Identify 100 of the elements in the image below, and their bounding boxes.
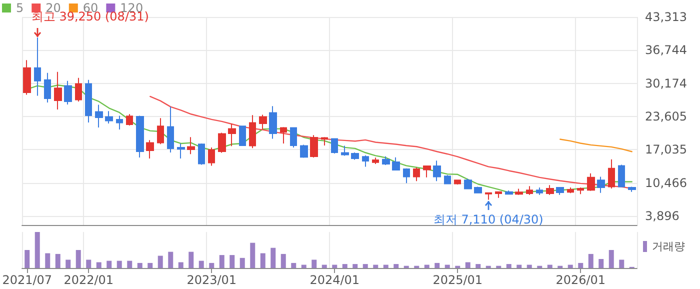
bar [568,264,573,268]
bar [116,260,122,268]
candlestick [464,178,472,190]
bar [578,262,584,268]
bar [301,264,306,268]
bar [291,262,296,268]
candlestick [310,134,318,158]
bar [465,262,470,268]
candlestick [536,186,543,196]
bar [66,260,71,268]
candlestick [413,166,420,182]
bar [608,250,614,268]
bar [383,264,388,268]
candlestick [208,146,215,166]
candlestick [259,114,267,130]
candlestick [34,37,41,96]
bar [168,252,174,268]
candlestick [597,176,605,194]
x-tick-label: 2022/01 [64,273,114,287]
bar [280,254,286,268]
bar [219,255,224,268]
bar [352,264,358,268]
bar [55,254,60,268]
candlestick [454,180,461,185]
bar [506,264,512,268]
x-tick-label: 2025/01 [432,273,483,287]
bar [209,262,214,268]
candlestick [95,104,103,128]
candlestick [187,136,195,155]
y-tick-label: 43,313 [645,10,687,24]
bar [342,264,348,268]
bar [106,260,112,268]
candlestick [321,136,328,146]
candlestick [167,106,174,153]
bar [444,264,450,268]
candlestick [146,140,154,159]
bar [24,250,30,268]
candlestick [403,168,410,184]
candlestick [567,186,574,194]
bar [250,242,256,268]
bar [198,260,204,268]
candlestick [136,115,144,158]
candlestick [423,166,431,178]
candlestick [515,188,523,196]
candlestick [546,184,554,196]
y-tick-label: 3,896 [645,208,680,223]
bar [148,262,153,268]
bar [332,264,338,268]
legend-label: 거래량 [652,240,685,253]
bar [362,264,368,268]
bar [547,264,552,268]
candlestick [228,123,236,147]
candlestick [300,144,308,158]
candlestick [444,174,451,184]
y-tick-label: 17,035 [645,142,687,157]
candlestick [44,72,51,103]
candlestick [116,115,123,130]
candlestick [198,142,205,166]
bar [137,262,142,268]
bar [158,256,163,268]
candlestick [608,158,615,189]
y-tick-label: 10,466 [645,176,687,190]
line-series [560,138,632,152]
bar [516,264,522,268]
bar [127,260,132,268]
candlestick [341,145,349,156]
bar [45,253,50,268]
candlestick [382,156,390,166]
bar [424,264,430,268]
candlestick [126,114,133,126]
y-tick-label: 30,174 [645,76,687,90]
bar [598,259,604,268]
bar [588,254,594,268]
bar [188,252,194,268]
bar [178,262,184,268]
x-tick-label: 2024/01 [310,273,360,287]
bar [619,260,624,268]
candlestick [526,186,533,196]
candlestick [280,126,287,144]
candlestick [362,154,369,168]
candlestick [269,106,277,140]
bar [96,262,102,268]
bar [373,264,378,268]
candlestick [54,71,62,110]
bar [230,255,235,268]
candlestick [249,114,256,149]
bar [434,262,440,268]
candlestick [618,164,625,188]
bar [76,250,81,268]
bar [260,253,266,268]
legend-label: 5 [16,1,24,15]
candlestick [23,60,31,96]
candlestick [177,142,185,159]
bar [476,264,481,268]
candlestick [351,152,359,160]
candlestick [372,157,379,165]
bar [322,264,327,268]
candlestick [85,79,92,123]
x-tick-label: 2023/01 [186,273,237,287]
x-tick-label: 2026/01 [556,273,606,287]
